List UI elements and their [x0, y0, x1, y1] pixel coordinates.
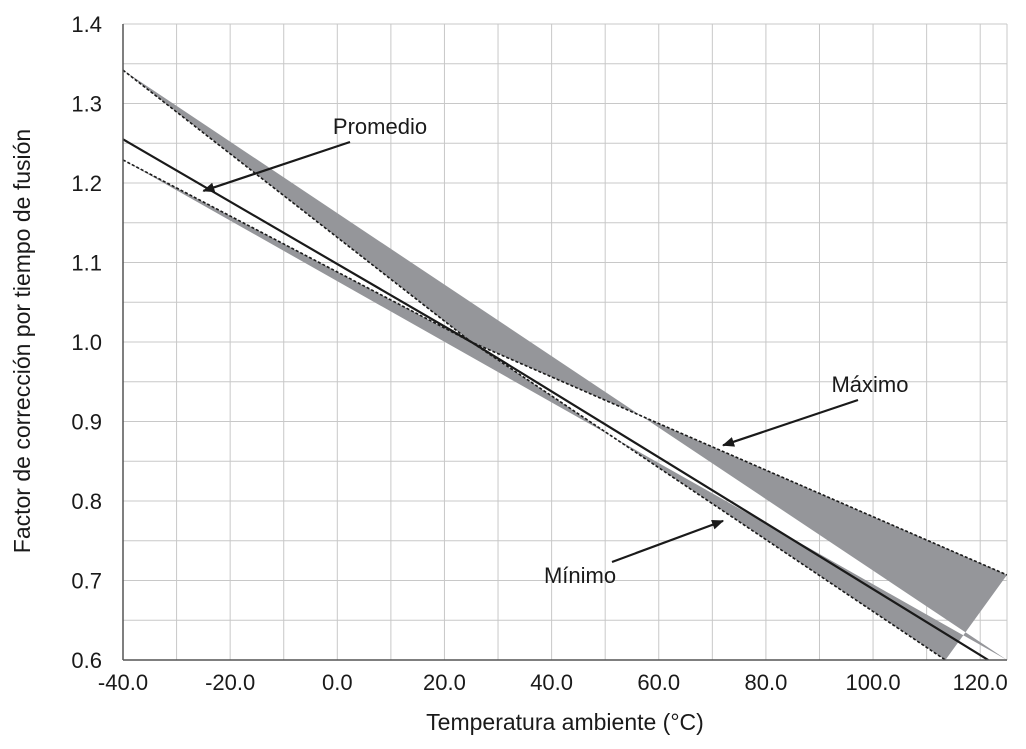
series-lines [123, 69, 1007, 660]
x-tick-label: 20.0 [423, 670, 466, 695]
x-tick-label: 40.0 [530, 670, 573, 695]
y-tick-label: 1.3 [71, 92, 102, 117]
band-area [123, 70, 1007, 660]
x-tick-label: -20.0 [205, 670, 255, 695]
annotation-label: Máximo [831, 372, 908, 397]
series-line-máximo [123, 69, 1007, 576]
series-line-mínimo [123, 159, 946, 660]
shaded-band [123, 70, 1007, 660]
annotation-label: Mínimo [544, 563, 616, 588]
y-tick-label: 0.8 [71, 489, 102, 514]
y-tick-label: 1.0 [71, 330, 102, 355]
x-tick-label: 60.0 [637, 670, 680, 695]
annotation-arrow [202, 140, 351, 193]
y-tick-label: 0.9 [71, 410, 102, 435]
y-tick-label: 0.7 [71, 569, 102, 594]
annotation-label: Promedio [333, 114, 427, 139]
annotation-arrow [611, 519, 724, 564]
x-tick-label: 0.0 [322, 670, 353, 695]
y-tick-label: 1.1 [71, 251, 102, 276]
annotations: Promedio Máximo Mínimo [202, 114, 909, 588]
y-tick-label: 1.2 [71, 171, 102, 196]
x-tick-label: 100.0 [846, 670, 901, 695]
y-tick-label: 0.6 [71, 648, 102, 673]
x-axis-title: Temperatura ambiente (°C) [426, 709, 704, 735]
x-tick-label: 120.0 [953, 670, 1008, 695]
annotation-arrow [722, 398, 859, 447]
x-tick-label: 80.0 [744, 670, 787, 695]
y-axis-title: Factor de corrección por tiempo de fusió… [9, 129, 35, 553]
tick-labels: -40.0 -20.0 0.0 20.0 40.0 60.0 80.0 100.0 120.0 0… [71, 12, 1007, 695]
x-tick-label: -40.0 [98, 670, 148, 695]
axes [122, 24, 1007, 661]
y-tick-label: 1.4 [71, 12, 102, 37]
